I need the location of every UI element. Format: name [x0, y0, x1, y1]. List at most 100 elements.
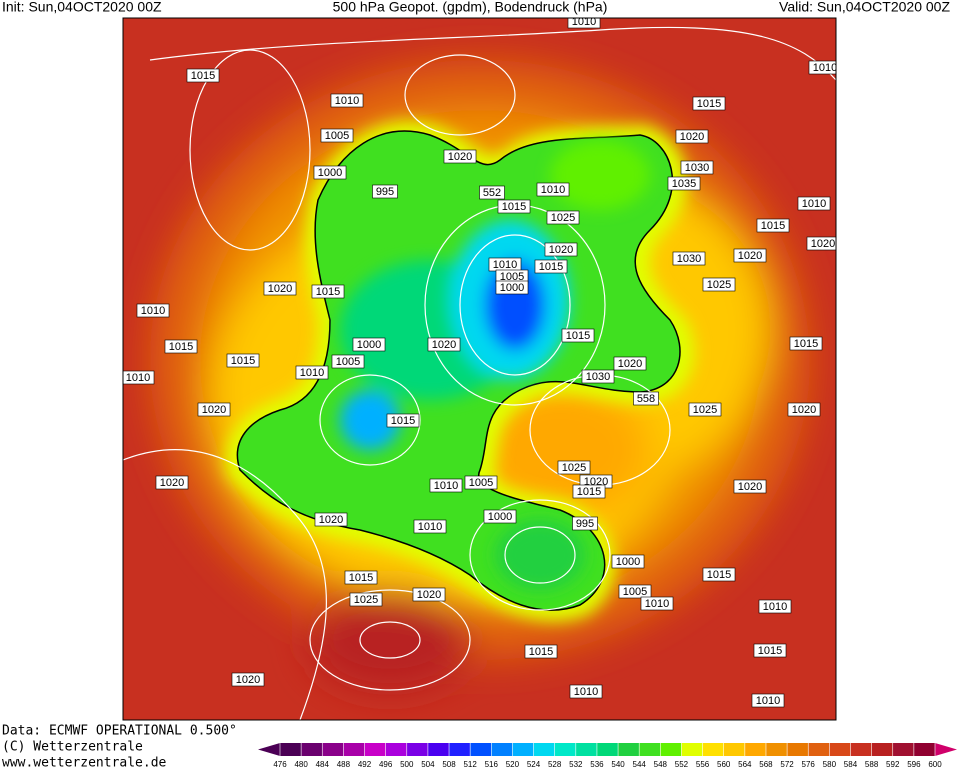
isobar-label-box	[544, 242, 578, 257]
colorbar-label: 500	[400, 760, 414, 769]
isobar-label-box	[702, 277, 736, 292]
isobar-label: 1010	[493, 259, 517, 271]
isobar-label: 1015	[502, 201, 526, 213]
colorbar-label: 520	[506, 760, 520, 769]
isobar-label: 558	[637, 393, 655, 405]
isobar-label-box	[372, 184, 398, 199]
colorbar-arrow-low	[258, 743, 280, 756]
isobar-label-box	[197, 402, 231, 417]
colorbar-swatch	[787, 743, 809, 756]
colorbar-swatch	[427, 743, 450, 756]
colorbar-label: 508	[442, 760, 456, 769]
isobar-label: 1020	[417, 589, 441, 601]
isobar-label: 1015	[349, 572, 373, 584]
isobar-label: 1020	[448, 151, 472, 163]
isobar-label: 1015	[566, 330, 590, 342]
colorbar-swatch	[850, 743, 873, 756]
isobar-label: 1010	[541, 184, 565, 196]
isobar-label-box	[557, 460, 591, 475]
isobar-label-box	[186, 68, 220, 83]
colorbar-swatch	[892, 743, 915, 756]
isobar-label-box	[155, 475, 189, 490]
isobar-label-box	[675, 129, 709, 144]
low-centers	[340, 140, 650, 590]
isobar-label-box	[164, 339, 198, 354]
isobar-label-box	[344, 570, 378, 585]
isobar-label-box	[413, 519, 447, 534]
colorbar-label: 588	[865, 760, 879, 769]
isobar-label: 1000	[318, 167, 342, 179]
isobar-label-box	[806, 236, 836, 251]
colorbar-swatch	[913, 743, 936, 756]
isobar-label-box	[808, 60, 836, 75]
isobar-label: 1010	[802, 198, 826, 210]
isobar-label-box	[314, 512, 348, 527]
isobar-label-box	[479, 185, 505, 200]
colorbar-label: 524	[527, 760, 541, 769]
isobar-label-box	[386, 413, 420, 428]
isobar-label-box	[753, 643, 787, 658]
isobar-label-box	[787, 402, 821, 417]
isobar-label: 1010	[300, 367, 324, 379]
isobar-label: 1025	[562, 462, 586, 474]
isobar-label: 1015	[761, 220, 785, 232]
isobar-label: 1010	[418, 521, 442, 533]
colorbar-label: 548	[654, 760, 668, 769]
isobar-label: 1015	[758, 645, 782, 657]
isobar-label-box	[667, 176, 701, 191]
colorbar-label: 592	[886, 760, 900, 769]
colorbar-swatch	[280, 743, 302, 756]
isobar-label: 1015	[391, 415, 415, 427]
isobar-label-box	[352, 337, 386, 352]
isobar-label: 1015	[697, 98, 721, 110]
isobar-label-box	[797, 196, 831, 211]
isobar-label: 1020	[549, 244, 573, 256]
colorbar-label: 476	[273, 760, 287, 769]
isobar-label-box	[123, 370, 155, 385]
isobar-label: 1020	[618, 358, 642, 370]
colorbar-swatch	[470, 743, 492, 756]
isobar-label-box	[702, 567, 736, 582]
isobar-label: 995	[376, 186, 394, 198]
colorbar-swatch	[681, 743, 704, 756]
isobar-label-box	[497, 199, 531, 214]
isobar-label: 1020	[160, 477, 184, 489]
colorbar-label: 516	[485, 760, 499, 769]
colorbar-swatch	[765, 743, 788, 756]
colorbar-label: 484	[316, 760, 330, 769]
isobar-label-box	[313, 165, 347, 180]
isobar-label: 1020	[738, 481, 762, 493]
isobar-label-box	[733, 479, 767, 494]
isobar-label-box	[464, 475, 498, 490]
isobar-label: 1020	[268, 283, 292, 295]
colorbar-swatch	[406, 743, 429, 756]
isobar-label-box	[692, 96, 726, 111]
isobar-label: 995	[576, 518, 594, 530]
valid-time: Valid: Sun,04OCT2020 00Z	[779, 0, 950, 15]
colorbar-label: 580	[823, 760, 837, 769]
isobar-label: 1015	[794, 338, 818, 350]
isobar-label: 1010	[574, 686, 598, 698]
isobar-label-box	[733, 248, 767, 263]
isobar-label: 1020	[738, 250, 762, 262]
colorbar-label: 564	[738, 760, 752, 769]
isobar-label-box	[483, 509, 517, 524]
isobar-label-box	[572, 516, 598, 531]
isobar-label-box	[561, 328, 595, 343]
isobar-label: 1030	[586, 371, 610, 383]
isobar-label-box	[680, 160, 714, 175]
colorbar-swatch	[702, 743, 725, 756]
isobar-label: 1010	[813, 62, 837, 74]
colorbar-swatch	[343, 743, 366, 756]
isobar-label-box	[618, 584, 652, 599]
isobar-label: 1035	[672, 178, 696, 190]
isobar-label: 1025	[693, 404, 717, 416]
isobar-label: 1015	[316, 286, 340, 298]
colorbar-label: 584	[844, 760, 858, 769]
isobar-label-box	[758, 599, 792, 614]
isobar-label: 1005	[336, 356, 360, 368]
colorbar-swatch	[512, 743, 535, 756]
isobar-label: 1000	[488, 511, 512, 523]
colorbar-swatch	[301, 743, 323, 756]
